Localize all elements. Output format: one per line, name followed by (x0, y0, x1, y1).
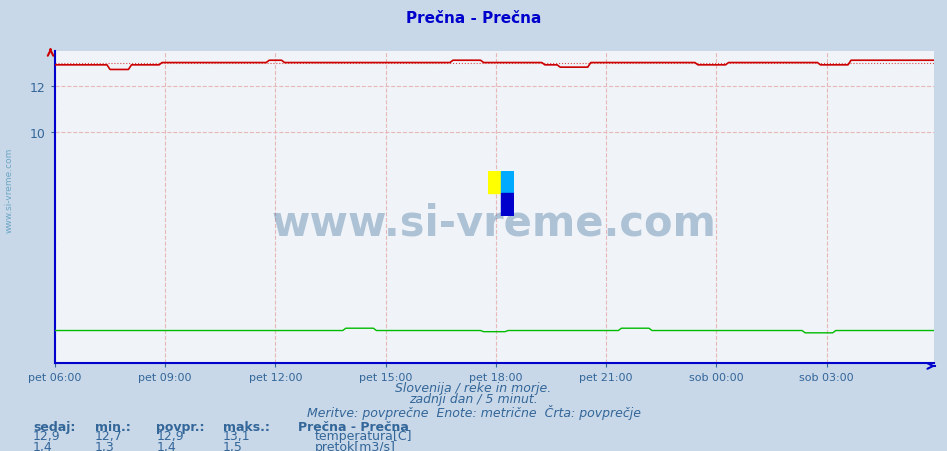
Text: 12,9: 12,9 (156, 429, 184, 442)
Text: povpr.:: povpr.: (156, 420, 205, 433)
Text: 1,4: 1,4 (33, 440, 53, 451)
Text: Slovenija / reke in morje.: Slovenija / reke in morje. (396, 381, 551, 394)
Text: 12,9: 12,9 (33, 429, 61, 442)
Text: 12,7: 12,7 (95, 429, 122, 442)
Text: Prečna - Prečna: Prečna - Prečna (406, 11, 541, 26)
Text: maks.:: maks.: (223, 420, 269, 433)
Text: pretok[m3/s]: pretok[m3/s] (314, 440, 395, 451)
Bar (501, 194, 514, 216)
Text: 1,5: 1,5 (223, 440, 242, 451)
Text: 13,1: 13,1 (223, 429, 250, 442)
Text: 1,4: 1,4 (156, 440, 176, 451)
Text: Prečna - Prečna: Prečna - Prečna (298, 420, 409, 433)
Bar (501, 171, 514, 194)
Text: Meritve: povprečne  Enote: metrične  Črta: povprečje: Meritve: povprečne Enote: metrične Črta:… (307, 404, 640, 419)
Bar (488, 171, 501, 194)
Text: www.si-vreme.com: www.si-vreme.com (272, 202, 717, 244)
Text: zadnji dan / 5 minut.: zadnji dan / 5 minut. (409, 392, 538, 405)
Text: 1,3: 1,3 (95, 440, 115, 451)
Text: temperatura[C]: temperatura[C] (314, 429, 412, 442)
Text: sedaj:: sedaj: (33, 420, 76, 433)
Text: www.si-vreme.com: www.si-vreme.com (5, 147, 14, 232)
Text: min.:: min.: (95, 420, 131, 433)
